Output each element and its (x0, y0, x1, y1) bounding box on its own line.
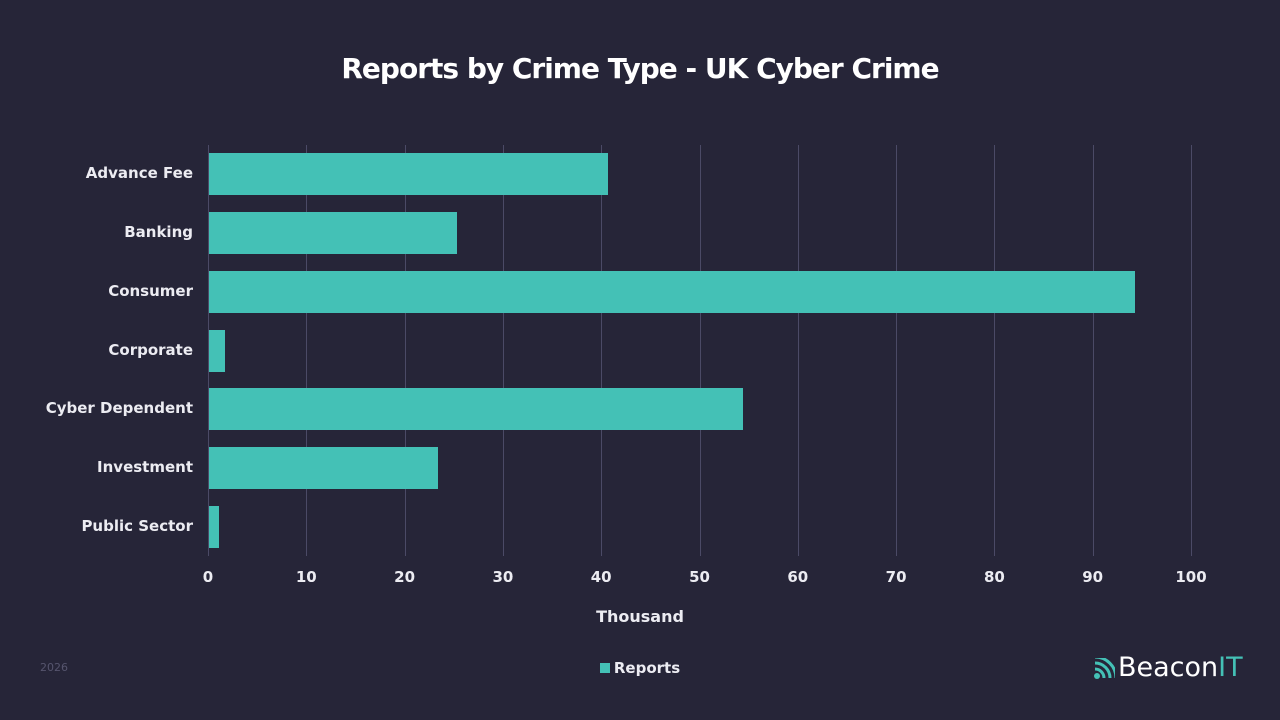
legend: Reports (0, 659, 1280, 677)
gridline (1191, 145, 1192, 556)
gridline (1093, 145, 1094, 556)
signal-icon (1093, 658, 1115, 680)
y-category-label: Cyber Dependent (3, 399, 193, 417)
legend-label: Reports (614, 659, 680, 677)
gridline (700, 145, 701, 556)
x-tick-label: 30 (473, 568, 533, 586)
x-tick-label: 80 (964, 568, 1024, 586)
bar-advance-fee (209, 153, 608, 195)
bar-investment (209, 447, 438, 489)
plot-area (208, 145, 1191, 556)
y-category-label: Advance Fee (3, 164, 193, 182)
x-tick-label: 40 (571, 568, 631, 586)
legend-swatch (600, 663, 610, 673)
gridline (994, 145, 995, 556)
gridline (306, 145, 307, 556)
x-tick-label: 20 (375, 568, 435, 586)
gridline (405, 145, 406, 556)
x-tick-label: 90 (1063, 568, 1123, 586)
bar-corporate (209, 330, 225, 372)
logo-word: Beacon (1118, 652, 1218, 683)
gridline (798, 145, 799, 556)
bar-consumer (209, 271, 1135, 313)
y-category-label: Banking (3, 223, 193, 241)
x-axis-title: Thousand (540, 607, 740, 626)
bar-banking (209, 212, 457, 254)
x-tick-label: 0 (178, 568, 238, 586)
bar-cyber-dependent (209, 388, 743, 430)
year-label: 2026 (40, 661, 68, 674)
y-category-label: Public Sector (3, 517, 193, 535)
gridline (896, 145, 897, 556)
gridline (503, 145, 504, 556)
x-tick-label: 10 (276, 568, 336, 586)
x-tick-label: 60 (768, 568, 828, 586)
gridline (601, 145, 602, 556)
y-category-label: Corporate (3, 341, 193, 359)
logo-accent: IT (1218, 652, 1242, 683)
y-category-label: Consumer (3, 282, 193, 300)
logo-text: BeaconIT (1118, 652, 1243, 683)
y-category-label: Investment (3, 458, 193, 476)
x-tick-label: 70 (866, 568, 926, 586)
brand-logo: BeaconIT (1093, 650, 1243, 684)
chart-title: Reports by Crime Type - UK Cyber Crime (0, 52, 1280, 85)
x-tick-label: 50 (670, 568, 730, 586)
bar-public-sector (209, 506, 219, 548)
x-tick-label: 100 (1161, 568, 1221, 586)
